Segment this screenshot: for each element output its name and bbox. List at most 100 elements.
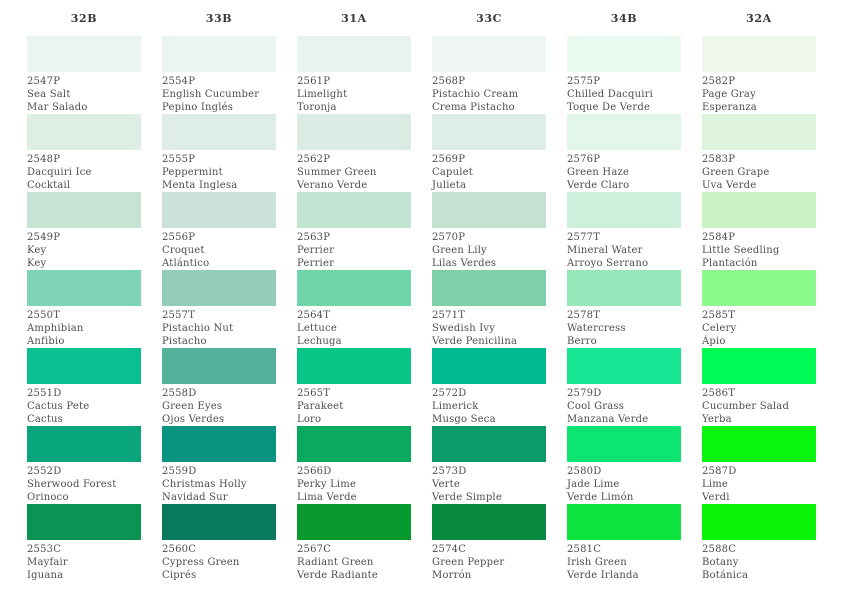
swatch-labels: 2581C Irish Green Verde Irlanda [567,540,681,582]
color-code: 2553C [27,544,62,555]
color-name-en: Green Lily [432,245,487,256]
color-name-es: Ápio [702,336,726,347]
color-code: 2555P [162,154,196,165]
swatch-labels: 2555P Peppermint Menta Inglesa [162,150,276,192]
swatch-labels: 2582P Page Gray Esperanza [702,72,816,114]
swatch-cell: 2585T Celery Ápio [702,270,816,348]
swatch-cell: 2582P Page Gray Esperanza [702,36,816,114]
color-name-en: Green Pepper [432,557,505,568]
swatch-cell: 2575P Chilled Dacquiri Toque De Verde [567,36,681,114]
color-name-es: Verde Limón [567,492,634,503]
color-name-es: Anfibio [27,336,65,347]
swatch-labels: 2565T Parakeet Loro [297,384,411,426]
swatch-cell: 2552D Sherwood Forest Orinoco [27,426,141,504]
color-swatch [702,270,816,306]
swatch-cell: 2569P Capulet Julieta [432,114,546,192]
swatch-labels: 2577T Mineral Water Arroyo Serrano [567,228,681,270]
swatch-cell: 2587D Lime Verdi [702,426,816,504]
color-name-es: Verde Irlanda [567,570,639,581]
color-swatch [567,36,681,72]
swatch-labels: 2588C Botany Botánica [702,540,816,582]
color-swatch [162,348,276,384]
swatch-cell: 2568P Pistachio Cream Crema Pistacho [432,36,546,114]
color-name-en: Pistachio Nut [162,323,234,334]
color-code: 2551D [27,388,62,399]
color-swatch [432,426,546,462]
color-swatch [432,348,546,384]
swatch-labels: 2583P Green Grape Uva Verde [702,150,816,192]
color-swatch [432,36,546,72]
color-swatch [702,36,816,72]
color-swatch [702,426,816,462]
color-name-en: Lettuce [297,323,337,334]
swatch-labels: 2575P Chilled Dacquiri Toque De Verde [567,72,681,114]
color-name-en: Botany [702,557,739,568]
swatch-labels: 2558D Green Eyes Ojos Verdes [162,384,276,426]
color-swatch [432,114,546,150]
color-name-en: Cactus Pete [27,401,90,412]
color-name-es: Ojos Verdes [162,414,225,425]
color-name-en: Christmas Holly [162,479,247,490]
swatch-labels: 2587D Lime Verdi [702,462,816,504]
color-name-es: Esperanza [702,102,757,113]
color-name-es: Verde Simple [432,492,502,503]
color-swatch [567,270,681,306]
color-name-es: Crema Pistacho [432,102,515,113]
swatch-cell: 2570P Green Lily Lilas Verdes [432,192,546,270]
color-code: 2548P [27,154,61,165]
color-code: 2580D [567,466,602,477]
color-code: 2571T [432,310,466,321]
color-name-es: Lima Verde [297,492,357,503]
color-name-es: Menta Inglesa [162,180,238,191]
color-name-es: Cocktail [27,180,71,191]
color-swatch [567,348,681,384]
color-swatch [567,504,681,540]
color-name-es: Atlántico [162,258,210,269]
color-swatch [702,192,816,228]
color-name-en: Radiant Green [297,557,374,568]
swatch-cell: 2580D Jade Lime Verde Limón [567,426,681,504]
swatch-labels: 2561P Limelight Toronja [297,72,411,114]
swatch-labels: 2548P Dacquiri Ice Cocktail [27,150,141,192]
swatch-cell: 2588C Botany Botánica [702,504,816,582]
color-code: 2557T [162,310,196,321]
color-swatch [567,114,681,150]
swatch-column: 32A 2582P Page Gray Esperanza 2583P Green Gra… [702,8,816,582]
color-name-es: Uva Verde [702,180,757,191]
color-name-en: English Cucumber [162,89,260,100]
color-code: 2578T [567,310,601,321]
swatch-cell: 2567C Radiant Green Verde Radiante [297,504,411,582]
swatch-cell: 2584P Little Seedling Plantación [702,192,816,270]
color-name-es: Morrón [432,570,472,581]
color-name-es: Verano Verde [297,180,368,191]
color-swatch [432,270,546,306]
color-swatch [297,114,411,150]
color-name-es: Verde Radiante [297,570,378,581]
color-name-en: Mineral Water [567,245,643,256]
color-swatch [702,504,816,540]
color-name-en: Swedish Ivy [432,323,496,334]
swatch-labels: 2566D Perky Lime Lima Verde [297,462,411,504]
swatch-cell: 2581C Irish Green Verde Irlanda [567,504,681,582]
color-name-es: Yerba [702,414,732,425]
swatch-labels: 2554P English Cucumber Pepino Inglés [162,72,276,114]
color-name-es: Verdi [702,492,730,503]
color-swatch [162,426,276,462]
color-code: 2550T [27,310,61,321]
color-swatch [567,426,681,462]
color-code: 2567C [297,544,332,555]
color-swatch [297,504,411,540]
swatch-labels: 2584P Little Seedling Plantación [702,228,816,270]
swatch-labels: 2580D Jade Lime Verde Limón [567,462,681,504]
color-name-en: Page Gray [702,89,756,100]
color-name-es: Julieta [432,180,467,191]
swatch-labels: 2578T Watercress Berro [567,306,681,348]
color-name-en: Limelight [297,89,348,100]
swatch-cell: 2586T Cucumber Salad Yerba [702,348,816,426]
color-code: 2559D [162,466,197,477]
color-name-en: Parakeet [297,401,344,412]
color-code: 2573D [432,466,467,477]
color-swatch [432,504,546,540]
color-name-es: Cactus [27,414,64,425]
